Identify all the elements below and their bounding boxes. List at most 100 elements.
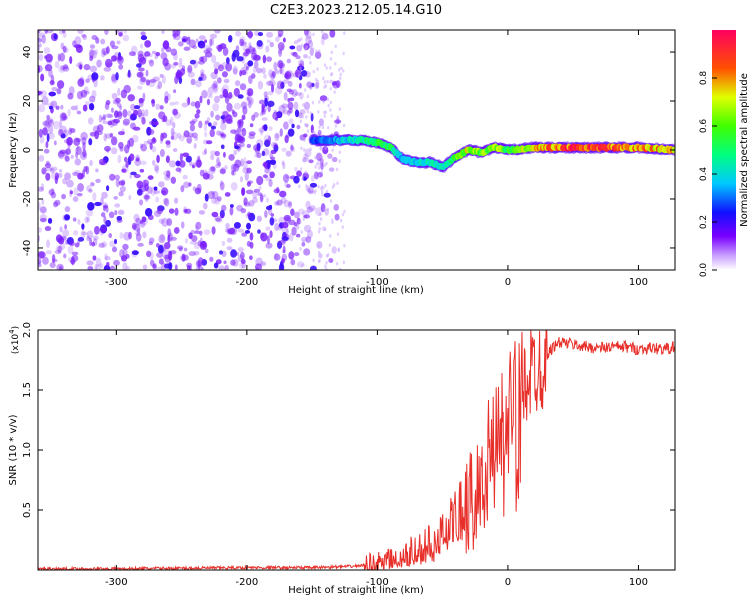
spectrogram-speck bbox=[301, 241, 306, 247]
spectrogram-speck bbox=[49, 80, 55, 86]
spectrogram-speck bbox=[312, 207, 315, 211]
spectrogram-speck bbox=[64, 214, 71, 221]
spectrogram-speck bbox=[102, 114, 106, 119]
spectrogram-speck bbox=[69, 56, 73, 65]
snr-multiplier-close: ) bbox=[11, 326, 21, 330]
spectrogram-speck bbox=[270, 156, 276, 161]
spectrogram-speck bbox=[45, 141, 49, 149]
spectrogram-speck bbox=[95, 37, 100, 44]
spectrogram-speck bbox=[82, 169, 85, 178]
spectrogram-speck bbox=[299, 109, 306, 115]
spectrogram-speck bbox=[318, 49, 321, 53]
snr-series-line bbox=[38, 330, 675, 570]
spectrogram-speck bbox=[117, 87, 121, 96]
spectrogram-speck bbox=[44, 55, 48, 60]
spectrogram-speck bbox=[261, 108, 266, 116]
spectrogram-speck bbox=[160, 233, 165, 242]
spectrogram-speck bbox=[256, 139, 264, 148]
spectrogram-speck bbox=[42, 120, 50, 126]
spectrogram-speck bbox=[268, 126, 273, 131]
spectrogram-speck bbox=[137, 242, 144, 247]
spectrogram-speck bbox=[232, 65, 239, 75]
spectrogram-speck bbox=[146, 138, 155, 145]
spectrogram-speck bbox=[86, 185, 92, 192]
spectrogram-speck bbox=[67, 141, 71, 150]
spectrogram-speck bbox=[169, 116, 174, 126]
spectrogram-speck bbox=[323, 32, 326, 36]
spectrogram-speck bbox=[244, 171, 249, 181]
spectrogram-speck bbox=[236, 204, 243, 212]
spectrogram-speck bbox=[57, 129, 64, 136]
spectrogram-speck bbox=[124, 144, 130, 154]
spectrogram-speck bbox=[172, 30, 178, 34]
spectrogram-speck bbox=[328, 257, 334, 264]
spectrogram-speck bbox=[303, 248, 311, 256]
spectrogram-speck bbox=[276, 199, 283, 206]
spectrogram-speck bbox=[214, 197, 221, 205]
spectrogram-speck bbox=[243, 157, 247, 164]
spectrogram-speck bbox=[239, 262, 244, 269]
spectrogram-speck bbox=[165, 140, 171, 145]
spectrogram-speck bbox=[81, 136, 87, 146]
spectrogram-speck bbox=[38, 30, 41, 34]
spectrogram-speck bbox=[316, 67, 319, 71]
spectrogram-speck bbox=[159, 149, 165, 157]
spectrogram-speck bbox=[131, 224, 138, 229]
spectrogram-speck bbox=[309, 182, 318, 188]
spectrogram-speck bbox=[163, 197, 168, 205]
spectrogram-speck bbox=[94, 130, 100, 140]
spectrogram-speck bbox=[252, 197, 259, 204]
spectrogram-speck bbox=[88, 188, 93, 193]
spectrogram-speck bbox=[275, 116, 279, 121]
spectrogram-speck bbox=[174, 197, 179, 204]
spectrogram-speck bbox=[313, 171, 319, 180]
spectrogram-speck bbox=[38, 202, 41, 211]
spectrogram-speck bbox=[321, 125, 325, 130]
spectrogram-speck bbox=[219, 168, 226, 175]
spectrogram-speck bbox=[283, 121, 289, 130]
spectrogram-speck bbox=[269, 171, 275, 179]
spectrogram-speck bbox=[110, 107, 115, 113]
spectrogram-speck bbox=[270, 83, 275, 93]
spectrogram-speck bbox=[103, 51, 107, 56]
spectrogram-speck bbox=[170, 127, 175, 136]
spectrogram-speck bbox=[223, 260, 227, 265]
spectrogram-speck bbox=[122, 108, 128, 118]
spectrogram-speck bbox=[279, 190, 287, 198]
spectrogram-speck bbox=[118, 141, 124, 149]
spectrogram-speck bbox=[267, 161, 270, 170]
spectrogram-speck bbox=[146, 250, 152, 258]
spectrogram-speck bbox=[123, 84, 131, 94]
spectrogram-speck bbox=[323, 63, 327, 67]
spectrogram-speck bbox=[81, 223, 85, 230]
spectrogram-speck bbox=[308, 204, 316, 212]
spectrogram-speck bbox=[297, 38, 301, 43]
spectrogram-speck bbox=[220, 213, 225, 219]
spectrogram-speck bbox=[141, 117, 146, 125]
spectrogram-speck bbox=[82, 141, 86, 151]
spectrogram-speck bbox=[183, 208, 188, 213]
spectrogram-speck bbox=[314, 165, 317, 169]
spectrogram-speck bbox=[260, 232, 264, 239]
spectrogram-speck bbox=[176, 69, 182, 79]
spectrogram-speck bbox=[241, 114, 246, 121]
spectrogram-speck bbox=[287, 101, 294, 110]
spectrogram-speck bbox=[218, 161, 222, 167]
spectrogram-speck bbox=[104, 255, 111, 261]
spectrogram-speck bbox=[247, 200, 255, 207]
spectrogram-speck bbox=[53, 120, 60, 130]
spectrogram-speck bbox=[206, 116, 211, 123]
spectrogram-speck bbox=[89, 44, 96, 49]
spectrogram-speck bbox=[183, 130, 190, 138]
spectrogram-speck bbox=[246, 167, 252, 174]
spectrogram-speck bbox=[147, 175, 154, 180]
spectrogram-speck bbox=[312, 32, 315, 37]
spectrogram-x-tick-label: 0 bbox=[505, 277, 511, 288]
spectrogram-speck bbox=[196, 159, 202, 168]
spectrogram-speck bbox=[319, 162, 323, 166]
spectrogram-speck bbox=[48, 125, 54, 135]
spectrogram-speck bbox=[129, 153, 135, 161]
spectrogram-speck bbox=[264, 97, 268, 107]
spectrogram-speck bbox=[86, 216, 91, 223]
spectrogram-speck bbox=[294, 211, 300, 219]
